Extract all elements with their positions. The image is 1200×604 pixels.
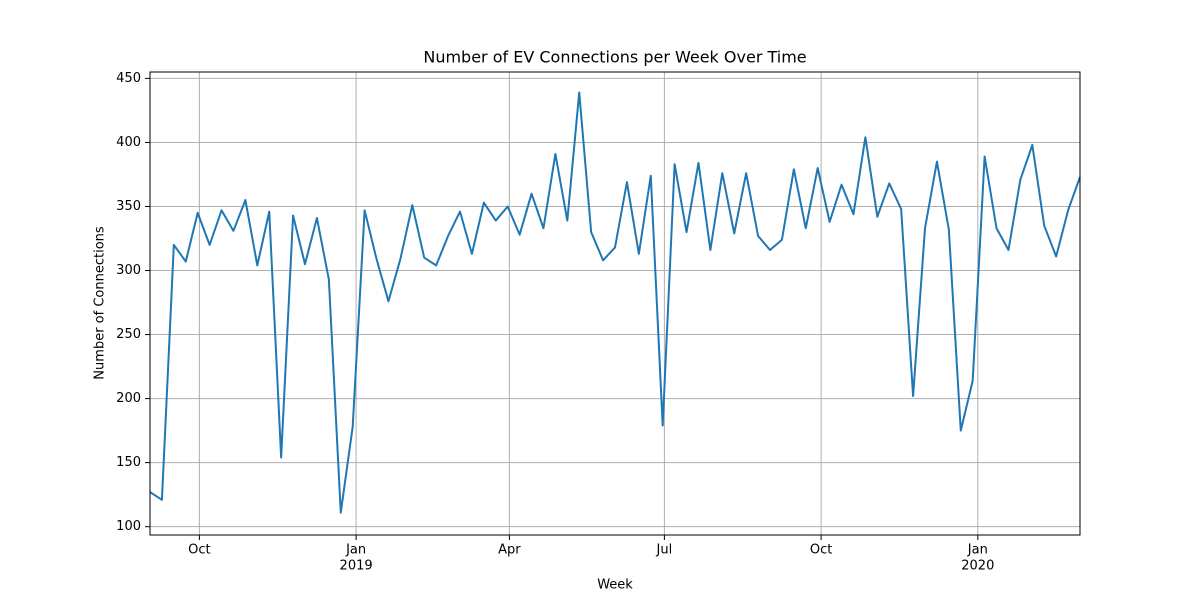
line	[149, 91, 1081, 514]
x-tick-label: Oct	[188, 543, 210, 558]
x-axis-label: Week	[597, 578, 633, 593]
chart-title: Number of EV Connections per Week Over T…	[423, 48, 806, 67]
y-axis-label: Number of Connections	[93, 226, 108, 380]
y-tick-label: 400	[116, 135, 141, 150]
x-tick-label: Apr	[498, 543, 521, 558]
y-tick-label: 450	[116, 71, 141, 86]
x-tick-label: Oct	[810, 543, 832, 558]
x-tick-year: 2020	[961, 559, 994, 574]
grid	[150, 72, 1080, 535]
y-tick-label: 200	[116, 391, 141, 406]
y-tick-label: 300	[116, 263, 141, 278]
y-tick-label: 250	[116, 327, 141, 342]
x-tick-year: 2019	[340, 559, 373, 574]
y-tick-label: 350	[116, 199, 141, 214]
x-tick-label: Jul	[656, 543, 673, 558]
x-tick-label: Jan	[345, 543, 366, 558]
y-tick-label: 100	[116, 519, 141, 534]
y-tick-label: 150	[116, 455, 141, 470]
plot-frame	[149, 71, 1081, 536]
x-tick-label: Jan	[967, 543, 988, 558]
marks	[149, 91, 1081, 514]
